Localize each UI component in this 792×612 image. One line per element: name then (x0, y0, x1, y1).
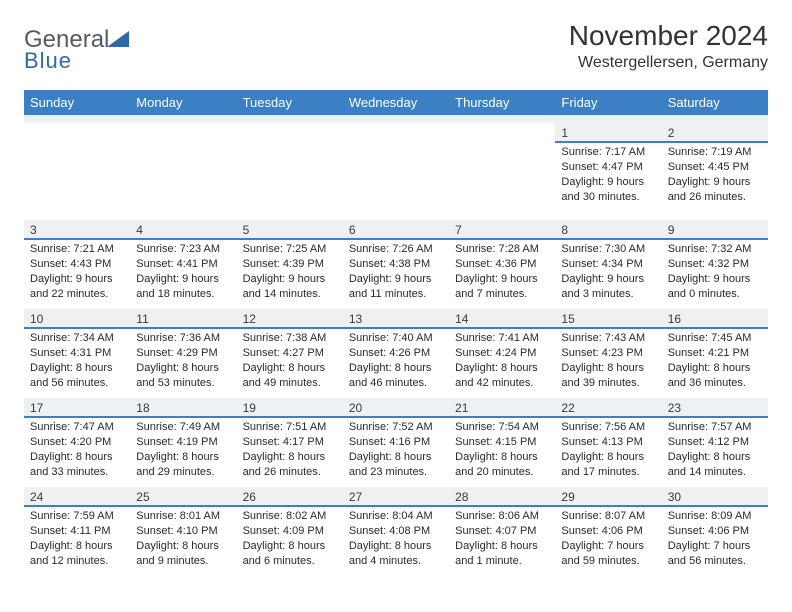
info-cell: Sunrise: 7:47 AMSunset: 4:20 PMDaylight:… (24, 417, 130, 487)
info-cell: Sunrise: 8:06 AMSunset: 4:07 PMDaylight:… (449, 506, 555, 576)
column-header: Friday (555, 90, 661, 115)
info-cell: Sunrise: 7:30 AMSunset: 4:34 PMDaylight:… (555, 239, 661, 309)
info-cell: Sunrise: 7:17 AMSunset: 4:47 PMDaylight:… (555, 142, 661, 220)
column-header: Sunday (24, 90, 130, 115)
date-cell: 14 (449, 309, 555, 328)
info-cell: Sunrise: 7:41 AMSunset: 4:24 PMDaylight:… (449, 328, 555, 398)
info-cell: Sunrise: 7:52 AMSunset: 4:16 PMDaylight:… (343, 417, 449, 487)
column-header: Thursday (449, 90, 555, 115)
calendar-table: SundayMondayTuesdayWednesdayThursdayFrid… (24, 90, 768, 576)
date-cell: 3 (24, 220, 130, 239)
date-cell: 27 (343, 487, 449, 506)
info-cell: Sunrise: 7:49 AMSunset: 4:19 PMDaylight:… (130, 417, 236, 487)
date-cell: 18 (130, 398, 236, 417)
triangle-icon (107, 26, 129, 54)
info-cell: Sunrise: 7:43 AMSunset: 4:23 PMDaylight:… (555, 328, 661, 398)
date-cell: 15 (555, 309, 661, 328)
calendar-head: SundayMondayTuesdayWednesdayThursdayFrid… (24, 90, 768, 123)
date-cell: 13 (343, 309, 449, 328)
date-cell: 4 (130, 220, 236, 239)
column-header: Wednesday (343, 90, 449, 115)
date-cell: 25 (130, 487, 236, 506)
info-cell: Sunrise: 7:23 AMSunset: 4:41 PMDaylight:… (130, 239, 236, 309)
date-cell: 26 (237, 487, 343, 506)
spacer (555, 115, 661, 123)
info-cell (130, 142, 236, 220)
info-cell: Sunrise: 7:19 AMSunset: 4:45 PMDaylight:… (662, 142, 768, 220)
info-cell: Sunrise: 8:04 AMSunset: 4:08 PMDaylight:… (343, 506, 449, 576)
info-cell: Sunrise: 7:38 AMSunset: 4:27 PMDaylight:… (237, 328, 343, 398)
date-cell: 21 (449, 398, 555, 417)
info-cell: Sunrise: 7:34 AMSunset: 4:31 PMDaylight:… (24, 328, 130, 398)
info-cell (237, 142, 343, 220)
date-cell: 11 (130, 309, 236, 328)
date-cell: 10 (24, 309, 130, 328)
date-cell: 20 (343, 398, 449, 417)
spacer (130, 115, 236, 123)
date-cell: 5 (237, 220, 343, 239)
date-cell: 22 (555, 398, 661, 417)
info-cell: Sunrise: 8:01 AMSunset: 4:10 PMDaylight:… (130, 506, 236, 576)
date-cell (449, 123, 555, 142)
info-cell: Sunrise: 7:21 AMSunset: 4:43 PMDaylight:… (24, 239, 130, 309)
date-cell: 16 (662, 309, 768, 328)
column-header: Saturday (662, 90, 768, 115)
date-cell: 23 (662, 398, 768, 417)
date-cell: 7 (449, 220, 555, 239)
calendar-page: General Blue November 2024 Westergellers… (0, 0, 792, 612)
date-cell (343, 123, 449, 142)
info-cell: Sunrise: 7:32 AMSunset: 4:32 PMDaylight:… (662, 239, 768, 309)
spacer (662, 115, 768, 123)
info-cell: Sunrise: 7:59 AMSunset: 4:11 PMDaylight:… (24, 506, 130, 576)
spacer (343, 115, 449, 123)
info-cell: Sunrise: 7:25 AMSunset: 4:39 PMDaylight:… (237, 239, 343, 309)
info-cell: Sunrise: 8:09 AMSunset: 4:06 PMDaylight:… (662, 506, 768, 576)
spacer (24, 115, 130, 123)
info-cell: Sunrise: 7:45 AMSunset: 4:21 PMDaylight:… (662, 328, 768, 398)
page-subtitle: Westergellersen, Germany (569, 54, 768, 72)
info-cell: Sunrise: 7:40 AMSunset: 4:26 PMDaylight:… (343, 328, 449, 398)
date-cell (24, 123, 130, 142)
date-cell (237, 123, 343, 142)
column-header: Tuesday (237, 90, 343, 115)
info-cell (449, 142, 555, 220)
info-cell (343, 142, 449, 220)
info-cell (24, 142, 130, 220)
calendar-body: 12Sunrise: 7:17 AMSunset: 4:47 PMDayligh… (24, 123, 768, 576)
date-cell (130, 123, 236, 142)
spacer (449, 115, 555, 123)
info-cell: Sunrise: 7:54 AMSunset: 4:15 PMDaylight:… (449, 417, 555, 487)
date-cell: 12 (237, 309, 343, 328)
brand-logo: General Blue (24, 26, 129, 74)
date-cell: 17 (24, 398, 130, 417)
info-cell: Sunrise: 8:07 AMSunset: 4:06 PMDaylight:… (555, 506, 661, 576)
info-cell: Sunrise: 7:51 AMSunset: 4:17 PMDaylight:… (237, 417, 343, 487)
page-title: November 2024 (569, 20, 768, 52)
info-cell: Sunrise: 7:57 AMSunset: 4:12 PMDaylight:… (662, 417, 768, 487)
info-cell: Sunrise: 7:26 AMSunset: 4:38 PMDaylight:… (343, 239, 449, 309)
date-cell: 28 (449, 487, 555, 506)
header: General Blue November 2024 Westergellers… (24, 20, 768, 80)
date-cell: 30 (662, 487, 768, 506)
info-cell: Sunrise: 7:28 AMSunset: 4:36 PMDaylight:… (449, 239, 555, 309)
date-cell: 2 (662, 123, 768, 142)
title-block: November 2024 Westergellersen, Germany (569, 20, 768, 72)
date-cell: 24 (24, 487, 130, 506)
date-cell: 29 (555, 487, 661, 506)
info-cell: Sunrise: 8:02 AMSunset: 4:09 PMDaylight:… (237, 506, 343, 576)
date-cell: 1 (555, 123, 661, 142)
info-cell: Sunrise: 7:56 AMSunset: 4:13 PMDaylight:… (555, 417, 661, 487)
date-cell: 19 (237, 398, 343, 417)
column-header: Monday (130, 90, 236, 115)
spacer (237, 115, 343, 123)
date-cell: 6 (343, 220, 449, 239)
date-cell: 8 (555, 220, 661, 239)
info-cell: Sunrise: 7:36 AMSunset: 4:29 PMDaylight:… (130, 328, 236, 398)
date-cell: 9 (662, 220, 768, 239)
